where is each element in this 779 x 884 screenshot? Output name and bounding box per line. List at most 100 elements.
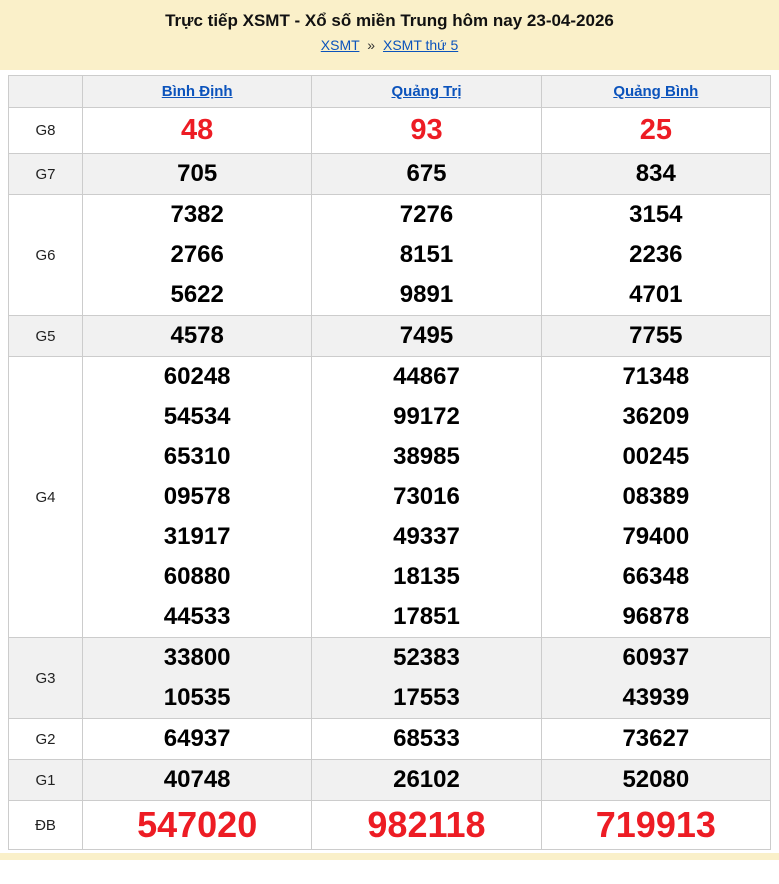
- prize-label: G4: [8, 356, 83, 638]
- breadcrumb: XSMT » XSMT thứ 5: [0, 36, 779, 54]
- prize-number: 96878: [622, 603, 690, 630]
- prize-cell: 834: [540, 153, 772, 195]
- prize-number: 2766: [170, 241, 224, 268]
- prize-number: 547020: [137, 804, 258, 845]
- prize-number: 00245: [622, 443, 690, 470]
- prize-number: 68533: [393, 725, 460, 752]
- header-banner: Trực tiếp XSMT - Xổ số miền Trung hôm na…: [0, 0, 779, 70]
- prize-number: 18135: [393, 563, 460, 590]
- prize-number: 834: [635, 160, 676, 187]
- province-link-binh-dinh[interactable]: Bình Định: [161, 83, 233, 100]
- results-body: G8 48 93 25 G7 705 675 834 G6 7382 2766 5622 7276 815…: [8, 107, 772, 850]
- prize-number: 60248: [163, 363, 231, 390]
- prize-number: 09578: [163, 483, 231, 510]
- table-row: G8 48 93 25: [8, 107, 772, 154]
- prize-number: 2236: [629, 241, 683, 268]
- prize-cell: 25: [540, 107, 772, 154]
- prize-cell: 7276 8151 9891: [311, 194, 542, 316]
- prize-number: 65310: [163, 443, 231, 470]
- page-title: Trực tiếp XSMT - Xổ số miền Trung hôm na…: [165, 11, 614, 30]
- prize-number: 4578: [170, 322, 224, 349]
- prize-cell: 52383 17553: [311, 637, 542, 719]
- prize-cell: 52080: [540, 759, 772, 801]
- prize-number: 40748: [163, 766, 231, 793]
- prize-number: 79400: [622, 523, 690, 550]
- prize-cell: 93: [311, 107, 542, 154]
- prize-number: 99172: [393, 403, 460, 430]
- prize-cell: 7382 2766 5622: [81, 194, 313, 316]
- prize-label: G3: [8, 637, 83, 719]
- prize-number: 60880: [163, 563, 231, 590]
- prize-cell: 33800 10535: [81, 637, 313, 719]
- prize-label: G8: [8, 107, 83, 154]
- prize-number: 44867: [393, 363, 460, 390]
- prize-number: 10535: [163, 684, 231, 711]
- prize-number: 26102: [393, 766, 460, 793]
- prize-label: G2: [8, 718, 83, 760]
- prize-number: 52080: [622, 766, 690, 793]
- prize-cell: 7495: [311, 315, 542, 357]
- table-header-row: Bình Định Quảng Trị Quảng Bình: [8, 75, 772, 108]
- footer-strip: [0, 853, 779, 860]
- prize-label: G7: [8, 153, 83, 195]
- table-row: G5 4578 7495 7755: [8, 315, 772, 357]
- prize-number: 3154: [629, 201, 683, 228]
- prize-number: 60937: [622, 644, 690, 671]
- breadcrumb-link-xsmt[interactable]: XSMT: [320, 37, 360, 53]
- prize-cell: 68533: [311, 718, 542, 760]
- table-row: G7 705 675 834: [8, 153, 772, 195]
- prize-number: 93: [410, 114, 443, 146]
- province-link-quang-tri[interactable]: Quảng Trị: [391, 83, 462, 100]
- prize-number: 17553: [393, 684, 460, 711]
- prize-number: 73016: [393, 483, 460, 510]
- prize-cell: 719913: [540, 800, 772, 850]
- prize-cell: 705: [81, 153, 313, 195]
- prize-number: 31917: [163, 523, 231, 550]
- prize-number: 43939: [622, 684, 690, 711]
- prize-number: 44533: [163, 603, 231, 630]
- table-row: G1 40748 26102 52080: [8, 759, 772, 801]
- prize-number: 71348: [622, 363, 690, 390]
- prize-number: 705: [177, 160, 218, 187]
- prize-number: 66348: [622, 563, 690, 590]
- prize-number: 54534: [163, 403, 231, 430]
- column-header-quang-tri: Quảng Trị: [311, 75, 542, 108]
- table-row: G6 7382 2766 5622 7276 8151 9891 3154 2236 4701: [8, 194, 772, 316]
- prize-cell: 60937 43939: [540, 637, 772, 719]
- prize-cell: 3154 2236 4701: [540, 194, 772, 316]
- prize-number: 4701: [629, 281, 683, 308]
- corner-cell: [8, 75, 83, 108]
- prize-cell: 26102: [311, 759, 542, 801]
- prize-cell: 71348 36209 00245 08389 79400 66348 96878: [540, 356, 772, 638]
- breadcrumb-separator: »: [367, 37, 376, 53]
- prize-cell: 64937: [81, 718, 313, 760]
- prize-cell: 48: [81, 107, 313, 154]
- prize-cell: 4578: [81, 315, 313, 357]
- prize-cell: 44867 99172 38985 73016 49337 18135 17851: [311, 356, 542, 638]
- prize-cell: 7755: [540, 315, 772, 357]
- prize-label: G6: [8, 194, 83, 316]
- prize-cell: 547020: [81, 800, 313, 850]
- prize-number: 7382: [170, 201, 224, 228]
- prize-number: 9891: [399, 281, 454, 308]
- prize-number: 33800: [163, 644, 231, 671]
- prize-number: 36209: [622, 403, 690, 430]
- breadcrumb-link-xsmt-thu-5[interactable]: XSMT thứ 5: [382, 37, 459, 53]
- prize-number: 64937: [163, 725, 231, 752]
- prize-number: 719913: [595, 804, 716, 845]
- column-header-binh-dinh: Bình Định: [81, 75, 313, 108]
- table-row: G2 64937 68533 73627: [8, 718, 772, 760]
- prize-number: 25: [639, 114, 672, 146]
- prize-number: 48: [181, 114, 214, 146]
- province-link-quang-binh[interactable]: Quảng Bình: [613, 83, 699, 100]
- prize-number: 52383: [393, 644, 460, 671]
- prize-number: 73627: [622, 725, 690, 752]
- prize-number: 38985: [393, 443, 460, 470]
- prize-cell: 675: [311, 153, 542, 195]
- prize-label: G1: [8, 759, 83, 801]
- prize-number: 17851: [393, 603, 460, 630]
- prize-number: 7276: [399, 201, 454, 228]
- prize-cell: 982118: [311, 800, 542, 850]
- prize-number: 08389: [622, 483, 690, 510]
- table-row: G4 60248 54534 65310 09578 31917 60880 44533 448…: [8, 356, 772, 638]
